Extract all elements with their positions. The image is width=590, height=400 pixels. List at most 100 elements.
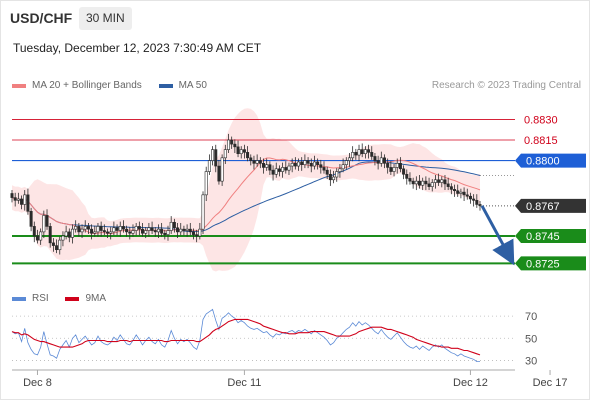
- candle-body: [226, 139, 230, 150]
- candle-body: [83, 226, 87, 230]
- candle-body: [20, 198, 24, 205]
- candle-body: [128, 231, 132, 234]
- level-label: 0.8725: [526, 258, 560, 270]
- candle-body: [195, 234, 199, 237]
- x-tick-label: Dec 12: [453, 377, 488, 389]
- candle-body: [80, 228, 84, 233]
- candle-body: [312, 161, 316, 167]
- candle-body: [367, 149, 371, 153]
- candle-body: [160, 228, 164, 234]
- level-label: 0.8830: [524, 114, 558, 126]
- candle-body: [147, 227, 151, 231]
- level-tag: [515, 256, 586, 271]
- candle-body: [446, 183, 450, 187]
- candle-body: [398, 163, 402, 170]
- rsi-legend-label: RSI: [32, 293, 49, 304]
- candle-body: [363, 149, 367, 155]
- candle-body: [392, 167, 396, 172]
- candle-body: [303, 160, 307, 165]
- candle-body: [376, 160, 380, 164]
- candle-body: [48, 226, 52, 244]
- candle-body: [341, 164, 345, 170]
- rsi-tick-label: 50: [525, 333, 537, 345]
- candle-body: [421, 180, 425, 186]
- candle-body: [443, 179, 447, 185]
- level-tag: [515, 229, 586, 243]
- candle-body: [230, 139, 234, 145]
- candle-body: [427, 183, 431, 187]
- candle-body: [332, 176, 336, 181]
- candle-body: [169, 221, 173, 231]
- bollinger-bands: [12, 108, 480, 272]
- candle-body: [26, 194, 30, 212]
- candle-body: [402, 168, 406, 175]
- candle-body: [42, 215, 46, 233]
- candle-body: [176, 227, 180, 233]
- candle-body: [319, 164, 323, 168]
- rsi-legend: RSI 9MA: [12, 293, 106, 304]
- candle-body: [214, 149, 218, 167]
- rsi-ma-legend-label: 9MA: [85, 293, 107, 304]
- candle-body: [70, 228, 74, 238]
- candle-body: [115, 227, 119, 231]
- candle-body: [465, 194, 469, 197]
- candle-body: [163, 232, 167, 235]
- candle-body: [468, 195, 472, 200]
- price-panel: 0.8830 0.8815 0.8800 0.8745 0.8725 0.8767: [10, 108, 586, 272]
- candle-body: [462, 191, 466, 196]
- candle-body: [430, 182, 434, 187]
- candle-body: [271, 169, 275, 175]
- candle-body: [191, 231, 195, 235]
- rsi-swatch: [12, 296, 26, 301]
- x-tick-label: Dec 11: [227, 377, 261, 389]
- candle-body: [217, 165, 221, 182]
- candle-body: [459, 191, 463, 194]
- ma50-line: [11, 161, 481, 233]
- timeframe-badge[interactable]: 30 MIN: [79, 7, 132, 30]
- candle-body: [290, 163, 294, 167]
- ma20-legend-label: MA 20 + Bollinger Bands: [32, 80, 142, 91]
- candle-body: [10, 193, 14, 198]
- candle-body: [182, 228, 186, 231]
- candle-body: [179, 228, 183, 233]
- candle-body: [201, 194, 205, 230]
- candle-body: [309, 163, 313, 167]
- candle-body: [131, 230, 135, 234]
- report-datetime: Tuesday, December 12, 2023 7:30:49 AM CE…: [13, 41, 262, 55]
- candle-body: [51, 242, 55, 246]
- candle-body: [13, 197, 17, 201]
- research-credit: Research © 2023 Trading Central: [431, 80, 581, 91]
- x-tick-label: Dec 8: [23, 377, 52, 389]
- candle-body: [408, 178, 412, 182]
- candle-body: [351, 152, 355, 159]
- candle-body: [134, 226, 138, 231]
- candle-body: [233, 143, 237, 148]
- candle-body: [172, 221, 176, 229]
- candle-body: [90, 228, 94, 234]
- candle-body: [373, 156, 377, 161]
- candle-body: [29, 211, 33, 227]
- candle-body: [284, 167, 288, 171]
- candle-body: [322, 167, 326, 171]
- rsi-tick-label: 30: [525, 355, 537, 367]
- candle-body: [424, 180, 428, 185]
- candle-body: [338, 168, 342, 172]
- candle-body: [418, 180, 422, 186]
- candle-body: [347, 157, 351, 161]
- candle-body: [255, 160, 259, 164]
- candle-body: [360, 149, 364, 155]
- level-label: 0.8815: [524, 135, 558, 147]
- candle-body: [153, 230, 157, 233]
- candle-body: [64, 231, 68, 237]
- candle-body: [475, 200, 479, 205]
- candle-body: [268, 164, 272, 171]
- candle-body: [370, 152, 374, 157]
- forecast-arrow: [480, 205, 515, 266]
- candle-body: [32, 226, 36, 237]
- candle-body: [405, 173, 409, 179]
- candle-body: [198, 228, 202, 237]
- candle-body: [112, 227, 116, 233]
- candle-body: [293, 163, 297, 167]
- candle-body: [316, 161, 320, 165]
- candle-body: [144, 230, 148, 234]
